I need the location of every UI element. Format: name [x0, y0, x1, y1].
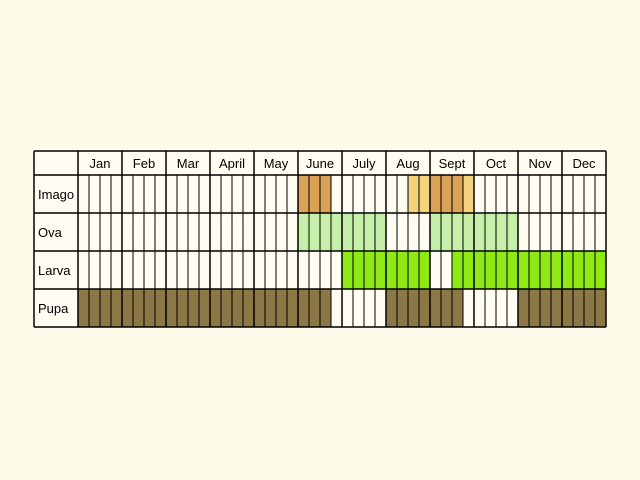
grid-lines	[33, 150, 607, 328]
stage-label: Imago	[38, 187, 74, 202]
stage-label: Ova	[38, 225, 63, 240]
month-label: Nov	[528, 156, 552, 171]
stage-label: Pupa	[38, 301, 69, 316]
labels: Jan Feb Mar April May June July Aug Sept Oct Nov De…	[38, 156, 596, 316]
imago-period-3	[463, 175, 474, 213]
pupa-period-0	[78, 289, 331, 327]
month-label: April	[219, 156, 245, 171]
month-label: May	[264, 156, 289, 171]
month-label: Oct	[486, 156, 507, 171]
month-label: Aug	[396, 156, 419, 171]
pupa-period-1	[386, 289, 463, 327]
month-label: Dec	[572, 156, 596, 171]
month-label: June	[306, 156, 334, 171]
month-label: Jan	[90, 156, 111, 171]
imago-period-0	[298, 175, 331, 213]
month-label: Mar	[177, 156, 200, 171]
stage-label: Larva	[38, 263, 71, 278]
month-label: Sept	[439, 156, 466, 171]
month-label: July	[352, 156, 376, 171]
month-label: Feb	[133, 156, 155, 171]
imago-period-2	[430, 175, 463, 213]
